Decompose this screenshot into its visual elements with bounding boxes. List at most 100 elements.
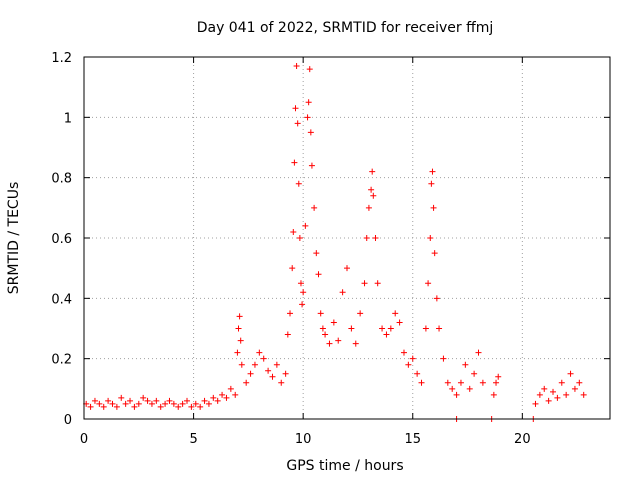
- data-point: [326, 340, 333, 347]
- data-point: [352, 340, 359, 347]
- data-point: [135, 400, 142, 407]
- data-point: [313, 250, 320, 257]
- data-point: [431, 250, 438, 257]
- data-point: [197, 403, 204, 410]
- data-point: [232, 391, 239, 398]
- y-axis-label: SRMTID / TECUs: [6, 182, 22, 295]
- data-point: [273, 361, 280, 368]
- y-tick-label: 0.8: [51, 172, 72, 187]
- data-point: [374, 280, 381, 287]
- y-tick-label: 1: [64, 111, 72, 126]
- data-point: [219, 391, 226, 398]
- data-point: [392, 310, 399, 317]
- data-point: [278, 379, 285, 386]
- data-point: [418, 379, 425, 386]
- data-point: [144, 397, 151, 404]
- data-point: [319, 325, 326, 332]
- data-point: [495, 373, 502, 380]
- data-point: [493, 379, 500, 386]
- data-point: [449, 385, 456, 392]
- data-point: [234, 349, 241, 356]
- data-point: [387, 325, 394, 332]
- data-point: [315, 271, 322, 278]
- data-point: [368, 186, 375, 193]
- data-point: [170, 400, 177, 407]
- data-point: [545, 397, 552, 404]
- axis-ticks: 0 0.2 0.4 0.6 0.8 1 1.2 0 5 10 15 20: [51, 51, 610, 447]
- data-point: [290, 228, 297, 235]
- data-point: [243, 379, 250, 386]
- data-point: [462, 361, 469, 368]
- data-point: [425, 280, 432, 287]
- data-point: [479, 379, 486, 386]
- data-point: [361, 280, 368, 287]
- data-point: [192, 400, 199, 407]
- data-point: [214, 397, 221, 404]
- data-point: [100, 403, 107, 410]
- data-point: [269, 373, 276, 380]
- data-point: [188, 403, 195, 410]
- data-point: [453, 391, 460, 398]
- data-point: [157, 403, 164, 410]
- data-point: [282, 370, 289, 377]
- data-point: [563, 391, 570, 398]
- data-point: [91, 397, 98, 404]
- data-point: [372, 235, 379, 241]
- data-point: [339, 289, 346, 296]
- data-point: [383, 331, 390, 338]
- data-point: [429, 168, 436, 175]
- data-point: [162, 400, 169, 407]
- data-point: [87, 403, 94, 410]
- data-point: [294, 120, 301, 127]
- data-point: [400, 349, 407, 356]
- data-point: [227, 385, 234, 392]
- data-point: [175, 403, 182, 410]
- data-point: [210, 394, 217, 401]
- data-point: [357, 310, 364, 317]
- data-point: [428, 180, 435, 187]
- data-point: [299, 301, 306, 308]
- data-point: [532, 400, 539, 407]
- data-point: [256, 349, 263, 356]
- data-point: [422, 325, 429, 332]
- data-point: [471, 370, 478, 377]
- data-point: [440, 355, 447, 362]
- data-point: [344, 265, 350, 272]
- data-point: [251, 361, 258, 368]
- data-point: [571, 385, 578, 392]
- data-point: [311, 204, 318, 211]
- data-point: [289, 265, 296, 272]
- plot-frame: [83, 56, 611, 420]
- data-point: [379, 325, 386, 332]
- data-point: [430, 204, 437, 211]
- data-point: [235, 325, 242, 332]
- data-point: [179, 400, 186, 407]
- data-point: [306, 66, 313, 73]
- x-tick-label: 10: [295, 432, 312, 447]
- data-point: [475, 349, 482, 356]
- data-point: [284, 331, 291, 338]
- data-point: [237, 337, 244, 344]
- y-tick-label: 0.2: [51, 353, 72, 368]
- data-point: [118, 394, 125, 401]
- data-point: [96, 400, 103, 407]
- x-tick-label: 15: [404, 432, 421, 447]
- data-point: [291, 159, 298, 166]
- data-point: [122, 400, 129, 407]
- data-point: [201, 397, 208, 404]
- data-point: [113, 403, 120, 410]
- data-point: [105, 397, 112, 404]
- data-point: [369, 168, 376, 175]
- data-point: [307, 129, 314, 136]
- data-point: [293, 63, 300, 70]
- data-point: [365, 204, 372, 211]
- data-point: [409, 355, 416, 362]
- data-point: [330, 319, 337, 326]
- data-point: [131, 403, 138, 410]
- data-point: [490, 391, 497, 398]
- chart-title: Day 041 of 2022, SRMTID for receiver ffm…: [197, 20, 494, 36]
- data-point: [287, 310, 294, 317]
- data-point: [300, 289, 307, 296]
- data-point: [247, 370, 254, 377]
- data-point: [567, 370, 574, 377]
